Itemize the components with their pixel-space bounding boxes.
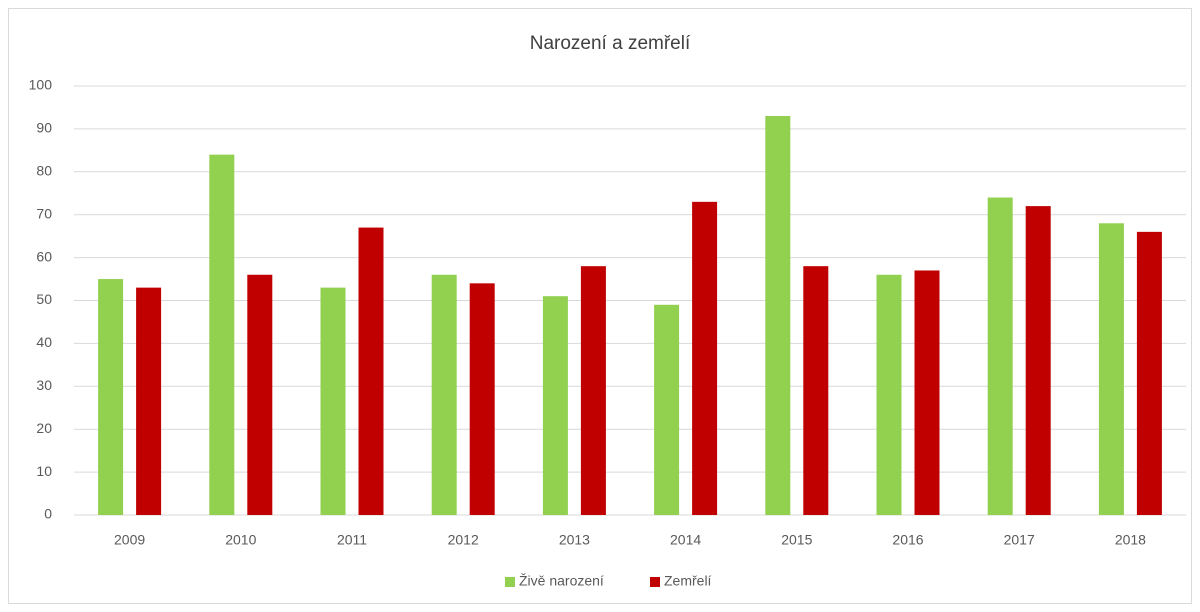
- y-tick-label: 70: [36, 205, 52, 221]
- bar: [358, 227, 384, 515]
- y-tick-label: 30: [36, 377, 52, 393]
- bar: [803, 266, 829, 515]
- bar: [136, 287, 162, 515]
- y-tick-label: 0: [44, 506, 52, 522]
- x-tick-label: 2015: [781, 532, 812, 548]
- bar: [580, 266, 606, 515]
- x-tick-label: 2018: [1115, 532, 1146, 548]
- y-tick-label: 50: [36, 291, 52, 307]
- bar: [209, 154, 235, 515]
- bar: [1136, 231, 1162, 516]
- x-tick-label: 2009: [114, 532, 145, 548]
- y-tick-label: 20: [36, 420, 52, 436]
- legend-label: Živě narození: [519, 573, 604, 589]
- bar: [1025, 206, 1051, 515]
- x-tick-label: 2011: [337, 532, 367, 548]
- y-tick-label: 60: [36, 248, 52, 264]
- y-tick-label: 80: [36, 163, 52, 179]
- bar: [247, 274, 273, 515]
- bar: [98, 279, 124, 515]
- bar: [876, 274, 902, 515]
- bar: [987, 197, 1013, 516]
- bar: [320, 287, 346, 515]
- bar: [654, 304, 680, 515]
- x-tick-label: 2010: [225, 532, 256, 548]
- x-tick-label: 2014: [670, 532, 701, 548]
- bar: [1098, 223, 1124, 515]
- bar: [914, 270, 940, 515]
- chart-title: Narození a zemřelí: [530, 33, 691, 54]
- x-tick-label: 2016: [892, 532, 923, 548]
- legend-swatch: [650, 577, 660, 587]
- bar: [431, 274, 457, 515]
- y-tick-label: 40: [36, 334, 52, 350]
- bar: [542, 296, 568, 515]
- y-tick-label: 10: [36, 463, 52, 479]
- y-tick-label: 100: [29, 77, 53, 93]
- legend-label: Zemřelí: [664, 573, 712, 589]
- bar: [765, 116, 791, 515]
- x-tick-label: 2012: [448, 532, 479, 548]
- legend-swatch: [505, 577, 515, 587]
- y-tick-label: 90: [36, 120, 52, 136]
- x-tick-label: 2013: [559, 532, 590, 548]
- bar: [469, 283, 495, 515]
- bar: [692, 201, 718, 515]
- x-tick-label: 2017: [1004, 532, 1035, 548]
